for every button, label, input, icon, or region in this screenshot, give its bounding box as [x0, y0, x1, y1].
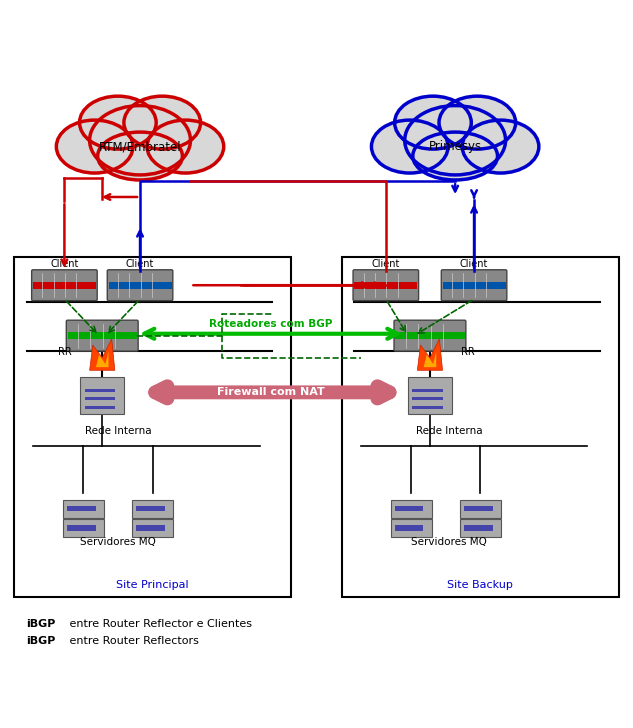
Ellipse shape — [413, 132, 498, 180]
Text: Client: Client — [50, 259, 78, 269]
Bar — [464, 506, 492, 511]
Ellipse shape — [372, 120, 448, 173]
Ellipse shape — [462, 120, 539, 173]
Text: Rede Interna: Rede Interna — [85, 427, 151, 437]
Bar — [394, 526, 423, 531]
FancyBboxPatch shape — [394, 320, 466, 351]
Text: Firewall com NAT: Firewall com NAT — [217, 387, 325, 397]
Ellipse shape — [147, 120, 223, 173]
Bar — [391, 519, 432, 537]
Bar — [132, 500, 173, 518]
Bar — [63, 519, 104, 537]
Polygon shape — [90, 339, 115, 371]
Bar — [412, 397, 443, 400]
Text: Primesys: Primesys — [429, 140, 482, 153]
Text: entre Router Reflectors: entre Router Reflectors — [66, 636, 199, 646]
Text: Servidores MQ: Servidores MQ — [411, 537, 487, 547]
Ellipse shape — [439, 96, 516, 149]
FancyBboxPatch shape — [32, 270, 97, 301]
Text: RTM/Embratel: RTM/Embratel — [99, 140, 181, 153]
Bar — [67, 506, 96, 511]
Bar — [14, 257, 291, 597]
Bar — [391, 500, 432, 518]
FancyBboxPatch shape — [353, 270, 418, 301]
Bar — [395, 332, 465, 339]
Bar — [136, 526, 165, 531]
Bar — [85, 389, 115, 392]
Bar — [80, 376, 124, 414]
Polygon shape — [423, 352, 436, 367]
Text: iBGP: iBGP — [27, 636, 56, 646]
Bar — [85, 397, 115, 400]
Text: Rede Interna: Rede Interna — [415, 427, 482, 437]
Ellipse shape — [394, 96, 472, 149]
Ellipse shape — [80, 96, 156, 149]
Text: RR: RR — [461, 347, 475, 357]
Bar — [394, 506, 423, 511]
Text: Site Backup: Site Backup — [448, 579, 513, 590]
Text: Site Principal: Site Principal — [116, 579, 189, 590]
Bar — [108, 282, 172, 289]
Text: iBGP: iBGP — [27, 620, 56, 629]
Ellipse shape — [404, 106, 506, 175]
Bar — [442, 282, 506, 289]
Bar — [132, 519, 173, 537]
Bar — [412, 389, 443, 392]
Bar — [460, 500, 501, 518]
Bar — [67, 526, 96, 531]
Ellipse shape — [97, 132, 182, 180]
FancyBboxPatch shape — [107, 270, 173, 301]
Polygon shape — [417, 339, 442, 371]
Text: Client: Client — [126, 259, 154, 269]
Bar — [464, 526, 492, 531]
Ellipse shape — [90, 106, 191, 175]
Text: Roteadores com BGP: Roteadores com BGP — [210, 320, 333, 329]
Bar — [33, 282, 96, 289]
Bar — [63, 500, 104, 518]
FancyBboxPatch shape — [66, 320, 138, 351]
Polygon shape — [96, 352, 108, 367]
Bar — [354, 282, 417, 289]
Text: Client: Client — [372, 259, 400, 269]
Bar — [136, 506, 165, 511]
Bar — [342, 257, 619, 597]
Bar — [408, 376, 452, 414]
Bar — [412, 405, 443, 408]
Bar — [460, 519, 501, 537]
Text: RR: RR — [58, 347, 72, 357]
Bar — [85, 405, 115, 408]
Text: Client: Client — [460, 259, 488, 269]
Ellipse shape — [124, 96, 201, 149]
Text: entre Router Reflector e Clientes: entre Router Reflector e Clientes — [66, 620, 252, 629]
Ellipse shape — [56, 120, 133, 173]
Bar — [68, 332, 137, 339]
Text: Servidores MQ: Servidores MQ — [80, 537, 156, 547]
FancyBboxPatch shape — [441, 270, 507, 301]
